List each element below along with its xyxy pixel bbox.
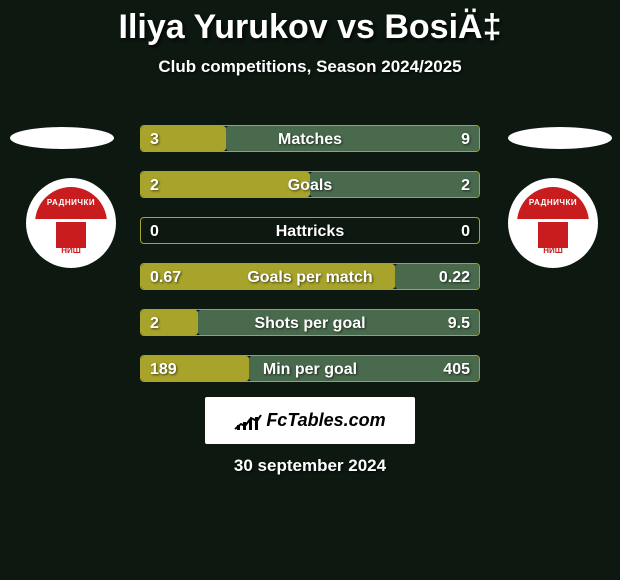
stat-label: Shots per goal bbox=[141, 310, 479, 336]
stats-container: 39Matches 22Goals 00Hattricks 0.670.22Goals… bbox=[140, 125, 480, 401]
brand-box: FcTables.com bbox=[205, 397, 415, 444]
stat-bar: 00Hattricks bbox=[140, 217, 480, 244]
date-text: 30 september 2024 bbox=[0, 456, 620, 476]
stat-bar: 0.670.22Goals per match bbox=[140, 263, 480, 290]
brand-text: FcTables.com bbox=[266, 410, 385, 431]
left-player-ellipse bbox=[10, 127, 114, 149]
page-title: Iliya Yurukov vs BosiÄ‡ bbox=[0, 0, 620, 47]
right-club-badge: РАДНИЧКИ НИШ bbox=[508, 178, 598, 268]
page-subtitle: Club competitions, Season 2024/2025 bbox=[0, 57, 620, 77]
stat-bar: 39Matches bbox=[140, 125, 480, 152]
club-crest-icon: РАДНИЧКИ НИШ bbox=[35, 187, 107, 259]
stat-label: Goals bbox=[141, 172, 479, 198]
stat-bar: 189405Min per goal bbox=[140, 355, 480, 382]
chart-icon bbox=[234, 411, 262, 431]
stat-label: Matches bbox=[141, 126, 479, 152]
stat-label: Goals per match bbox=[141, 264, 479, 290]
stat-label: Hattricks bbox=[141, 218, 479, 244]
stat-bar: 29.5Shots per goal bbox=[140, 309, 480, 336]
stat-bar: 22Goals bbox=[140, 171, 480, 198]
right-player-ellipse bbox=[508, 127, 612, 149]
stat-label: Min per goal bbox=[141, 356, 479, 382]
left-club-badge: РАДНИЧКИ НИШ bbox=[26, 178, 116, 268]
club-crest-icon: РАДНИЧКИ НИШ bbox=[517, 187, 589, 259]
